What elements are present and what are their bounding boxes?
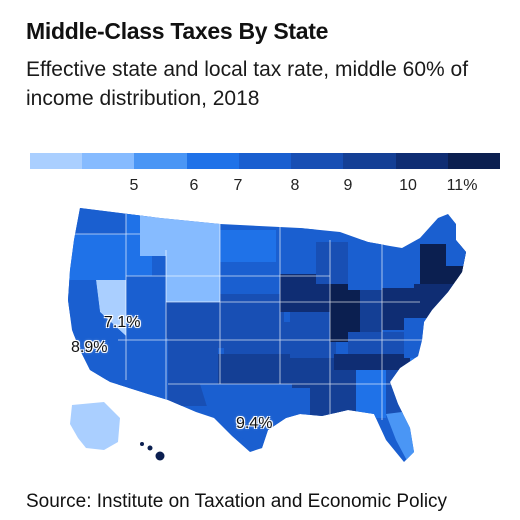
legend-tick-label: 11% xyxy=(446,177,478,194)
hawaii-shape xyxy=(140,442,165,461)
texas-rate-label: 9.4% xyxy=(236,415,273,432)
legend-swatch xyxy=(238,153,292,169)
legend-tick-label: 5 xyxy=(129,177,139,194)
legend-tick-label: 7 xyxy=(233,177,243,194)
legend-color-bar xyxy=(30,153,500,169)
legend-swatch xyxy=(186,153,239,169)
legend-swatch xyxy=(82,153,135,169)
us-states-map xyxy=(68,208,466,462)
nevada-rate-label: 7.1% xyxy=(104,314,141,331)
chart-title: Middle-Class Taxes By State xyxy=(26,18,329,44)
california-rate-label: 8.9% xyxy=(71,339,108,356)
alaska-shape xyxy=(70,402,120,450)
legend-tick-label: 6 xyxy=(189,177,199,194)
legend-swatch xyxy=(30,153,83,169)
legend-tick-label: 8 xyxy=(290,177,300,194)
legend-tick-label: 10 xyxy=(399,177,417,194)
source-note: Source: Institute on Taxation and Econom… xyxy=(26,491,448,512)
legend-tick-label: 9 xyxy=(343,177,353,194)
chart-subtitle: Effective state and local tax rate, midd… xyxy=(26,58,469,110)
legend-swatch xyxy=(291,153,344,169)
legend-swatch xyxy=(395,153,448,169)
legend-swatch xyxy=(134,153,187,169)
legend-swatch xyxy=(447,153,500,169)
legend-swatch xyxy=(343,153,396,169)
color-legend: 5 6 7 8 9 10 11% xyxy=(30,153,500,197)
